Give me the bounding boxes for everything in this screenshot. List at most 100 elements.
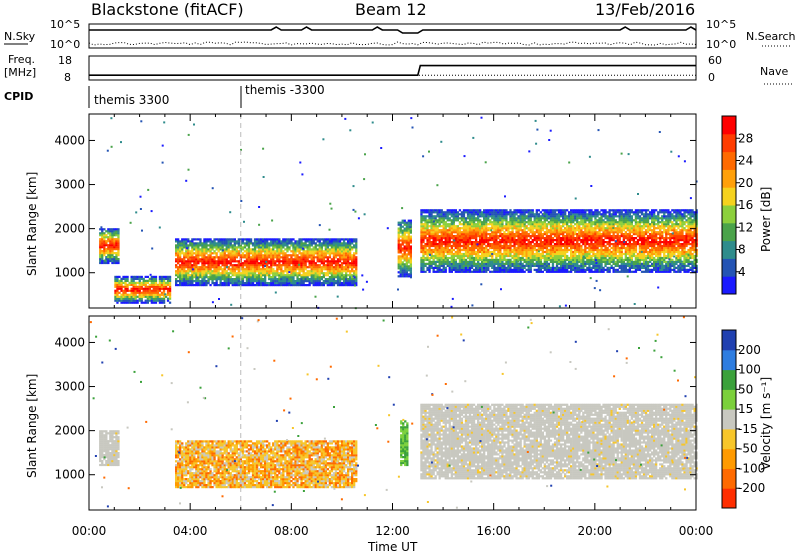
data-cell (146, 293, 149, 296)
data-cell (211, 270, 214, 273)
data-cell (314, 250, 317, 253)
data-cell (422, 237, 425, 240)
data-cell (507, 254, 510, 258)
data-cell (296, 244, 299, 247)
data-cell (276, 244, 279, 247)
data-cell (152, 285, 155, 288)
data-cell (353, 264, 356, 267)
data-cell (559, 233, 563, 236)
data-cell (574, 219, 577, 222)
data-cell (397, 259, 400, 262)
data-cell (193, 266, 196, 269)
data-cell (130, 277, 133, 280)
data-cell (444, 246, 447, 250)
data-cell (330, 284, 334, 287)
data-cell (227, 256, 230, 259)
data-cell (118, 275, 121, 278)
data-cell (324, 272, 327, 275)
data-cell (144, 279, 147, 282)
data-cell (278, 246, 281, 249)
data-cell (351, 284, 354, 287)
data-cell (197, 274, 200, 277)
data-cell (103, 242, 106, 245)
data-cell (458, 241, 462, 244)
data-cell (148, 299, 151, 302)
data-cell (580, 233, 583, 236)
data-cell (420, 250, 423, 254)
data-cell (438, 244, 441, 248)
data-cell (428, 256, 431, 260)
data-cell (330, 250, 334, 253)
data-cell (572, 243, 575, 246)
data-cell (507, 264, 510, 267)
data-cell (243, 270, 247, 273)
data-cell (420, 266, 423, 269)
data-cell (225, 256, 228, 259)
data-cell (503, 233, 506, 236)
data-cell (426, 209, 429, 212)
data-cell (479, 248, 482, 252)
data-cell (221, 238, 224, 241)
data-cell (515, 223, 518, 226)
data-cell (286, 284, 289, 287)
data-cell (347, 246, 350, 249)
data-cell (511, 219, 514, 222)
data-cell (420, 217, 423, 220)
data-cell (314, 274, 317, 277)
data-cell (241, 238, 245, 241)
data-cell (452, 215, 455, 218)
data-cell (294, 274, 297, 277)
data-cell (574, 244, 577, 248)
data-cell (472, 252, 476, 256)
data-cell (347, 244, 350, 247)
data-cell (409, 231, 412, 234)
data-cell (434, 246, 437, 250)
data-cell (262, 272, 265, 275)
data-cell (448, 233, 451, 236)
data-cell (241, 280, 245, 283)
data-cell (342, 254, 346, 257)
data-cell (545, 254, 549, 258)
data-cell (493, 225, 496, 228)
data-cell (225, 270, 228, 273)
data-cell (547, 209, 551, 212)
data-cell (262, 256, 265, 259)
data-cell (572, 211, 575, 214)
data-cell (553, 223, 557, 226)
data-cell (175, 260, 178, 263)
data-cell (290, 268, 293, 271)
data-cell (485, 211, 488, 214)
data-cell (405, 229, 408, 232)
data-cell (456, 254, 459, 258)
data-cell (446, 252, 449, 256)
data-cell (458, 209, 462, 212)
data-cell (345, 276, 348, 279)
data-cell (564, 211, 567, 214)
data-cell (454, 268, 457, 271)
data-cell (251, 264, 255, 267)
data-cell (584, 233, 587, 236)
data-cell (566, 229, 569, 232)
data-cell (543, 231, 546, 234)
data-cell (219, 252, 222, 255)
data-cell (115, 254, 118, 257)
data-cell (574, 262, 577, 265)
data-cell (487, 209, 490, 212)
data-cell (223, 266, 226, 269)
data-cell (572, 233, 575, 236)
data-cell (509, 215, 512, 218)
data-cell (187, 238, 190, 241)
data-cell (332, 252, 336, 255)
data-cell (193, 272, 196, 275)
data-cell (324, 268, 327, 271)
data-cell (481, 241, 484, 244)
data-cell (353, 272, 356, 275)
data-cell (185, 278, 188, 281)
data-cell (574, 252, 577, 256)
data-cell (535, 244, 538, 248)
data-cell (239, 282, 242, 285)
data-cell (120, 299, 123, 302)
data-cell (205, 256, 208, 259)
data-cell (438, 260, 441, 263)
data-cell (107, 250, 110, 253)
